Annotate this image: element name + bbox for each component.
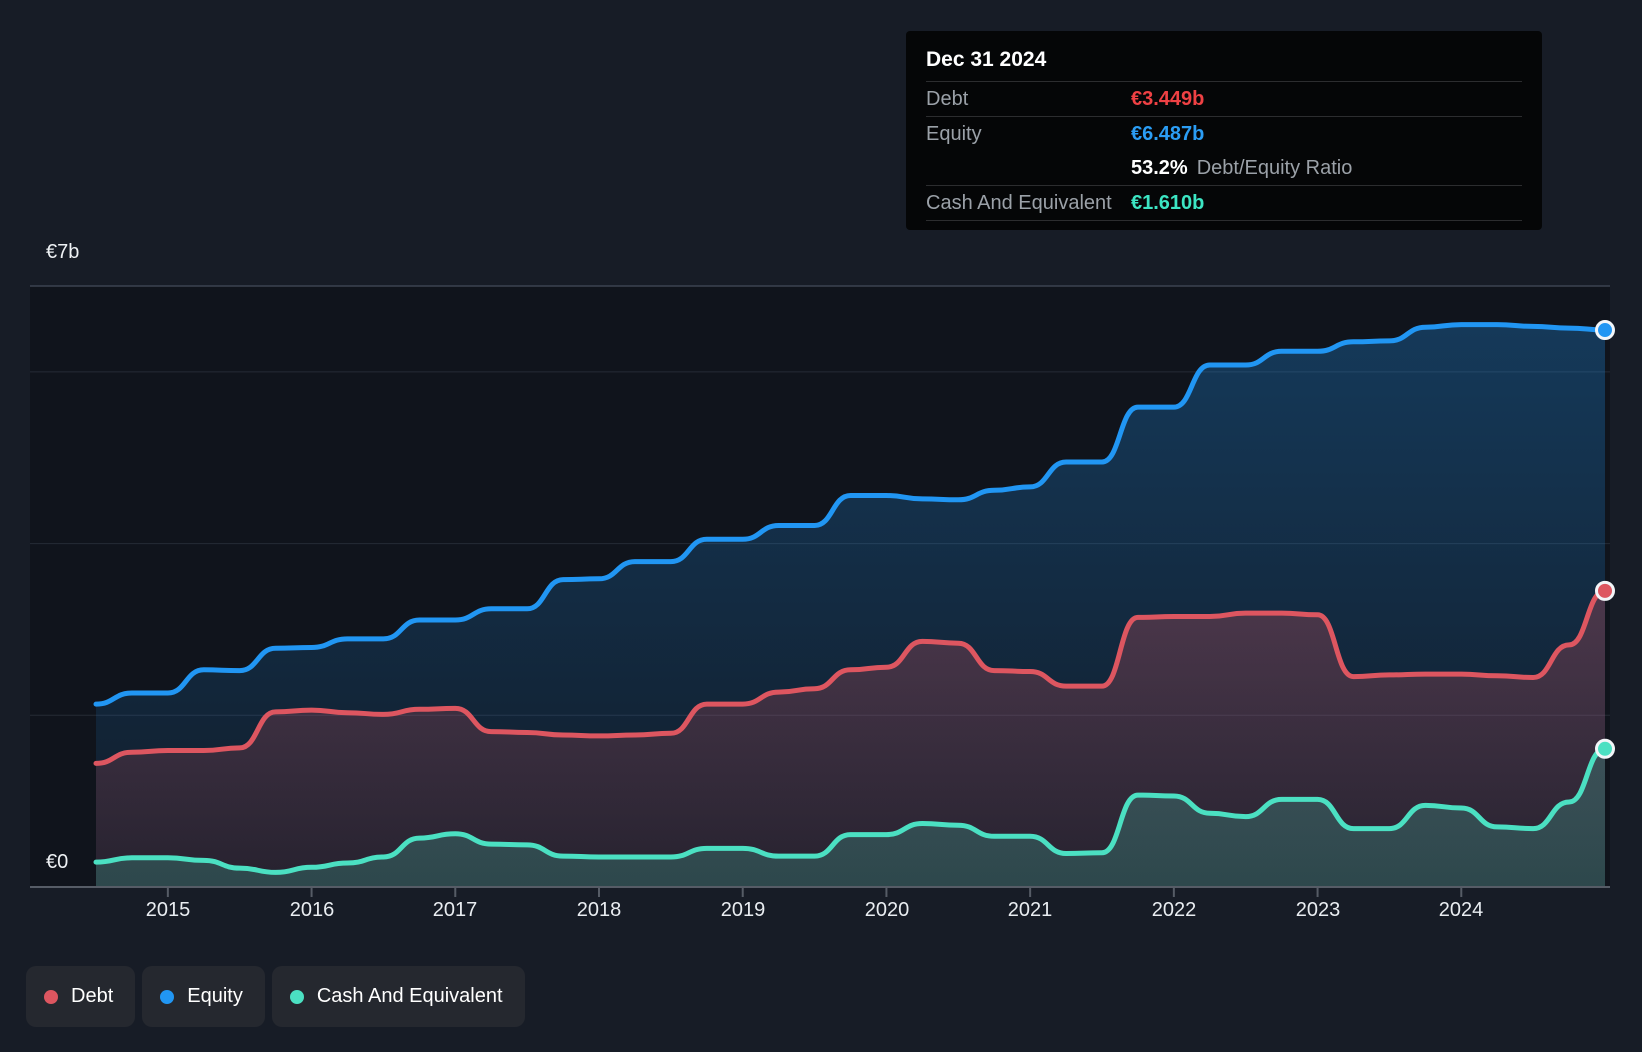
x-tick-label-2023: 2023: [1295, 899, 1341, 921]
cash-dot-icon: [289, 989, 304, 1004]
tooltip-row-cash: Cash And Equivalent €1.610b: [926, 185, 1522, 221]
legend-item-equity[interactable]: Equity: [142, 966, 265, 1027]
x-tick-label-2016: 2016: [289, 899, 335, 921]
x-tick-label-2018: 2018: [576, 899, 622, 921]
tooltip-equity-label: Equity: [926, 122, 982, 145]
x-tick-label-2015: 2015: [145, 899, 191, 921]
y-axis-label-0: €0: [46, 851, 69, 873]
legend: Debt Equity Cash And Equivalent: [26, 966, 525, 1027]
tooltip-debt-value: €3.449b: [1131, 87, 1205, 110]
legend-cash-label: Cash And Equivalent: [316, 985, 503, 1007]
tooltip-row-ratio: 53.2% Debt/Equity Ratio: [926, 151, 1522, 185]
equity-line: [93, 322, 1608, 707]
debt-endpoint-dot: [1595, 580, 1615, 601]
debt-line: [93, 588, 1608, 766]
x-tick-label-2020: 2020: [864, 899, 910, 921]
legend-debt-label: Debt: [71, 985, 114, 1007]
equity-dot-icon: [160, 989, 175, 1004]
hover-tooltip: Dec 31 2024 Debt €3.449b Equity €6.487b …: [906, 31, 1542, 230]
tooltip-row-equity: Equity €6.487b: [926, 116, 1522, 151]
tooltip-row-debt: Debt €3.449b: [926, 81, 1522, 116]
cash-and-equivalent-line: [93, 746, 1608, 875]
tooltip-date: Dec 31 2024: [926, 48, 1047, 71]
tooltip-ratio-value: 53.2%: [1131, 156, 1188, 179]
legend-item-cash[interactable]: Cash And Equivalent: [271, 966, 525, 1027]
cash-and-equivalent-endpoint-dot: [1595, 738, 1615, 759]
tooltip-debt-label: Debt: [926, 87, 969, 110]
endpoint-dots: [1595, 320, 1615, 759]
x-tick-label-2024: 2024: [1438, 899, 1484, 921]
x-tick-label-2019: 2019: [720, 899, 766, 921]
legend-item-debt[interactable]: Debt: [26, 966, 136, 1027]
equity-endpoint-dot: [1595, 320, 1615, 341]
x-tick-label-2022: 2022: [1151, 899, 1197, 921]
tooltip-cash-label: Cash And Equivalent: [926, 191, 1112, 214]
y-axis-label-7b: €7b: [46, 241, 80, 263]
tooltip-equity-value: €6.487b: [1131, 122, 1205, 145]
debt-dot-icon: [44, 989, 58, 1004]
x-axis-ticks: [166, 888, 1463, 897]
x-tick-label-2017: 2017: [432, 899, 478, 921]
legend-equity-label: Equity: [187, 985, 243, 1007]
x-tick-label-2021: 2021: [1007, 899, 1053, 921]
tooltip-ratio-label: Debt/Equity Ratio: [1196, 156, 1353, 179]
tooltip-cash-value: €1.610b: [1131, 191, 1205, 214]
series-lines: [93, 322, 1608, 875]
cash-and-equivalent-area: [96, 748, 1605, 887]
